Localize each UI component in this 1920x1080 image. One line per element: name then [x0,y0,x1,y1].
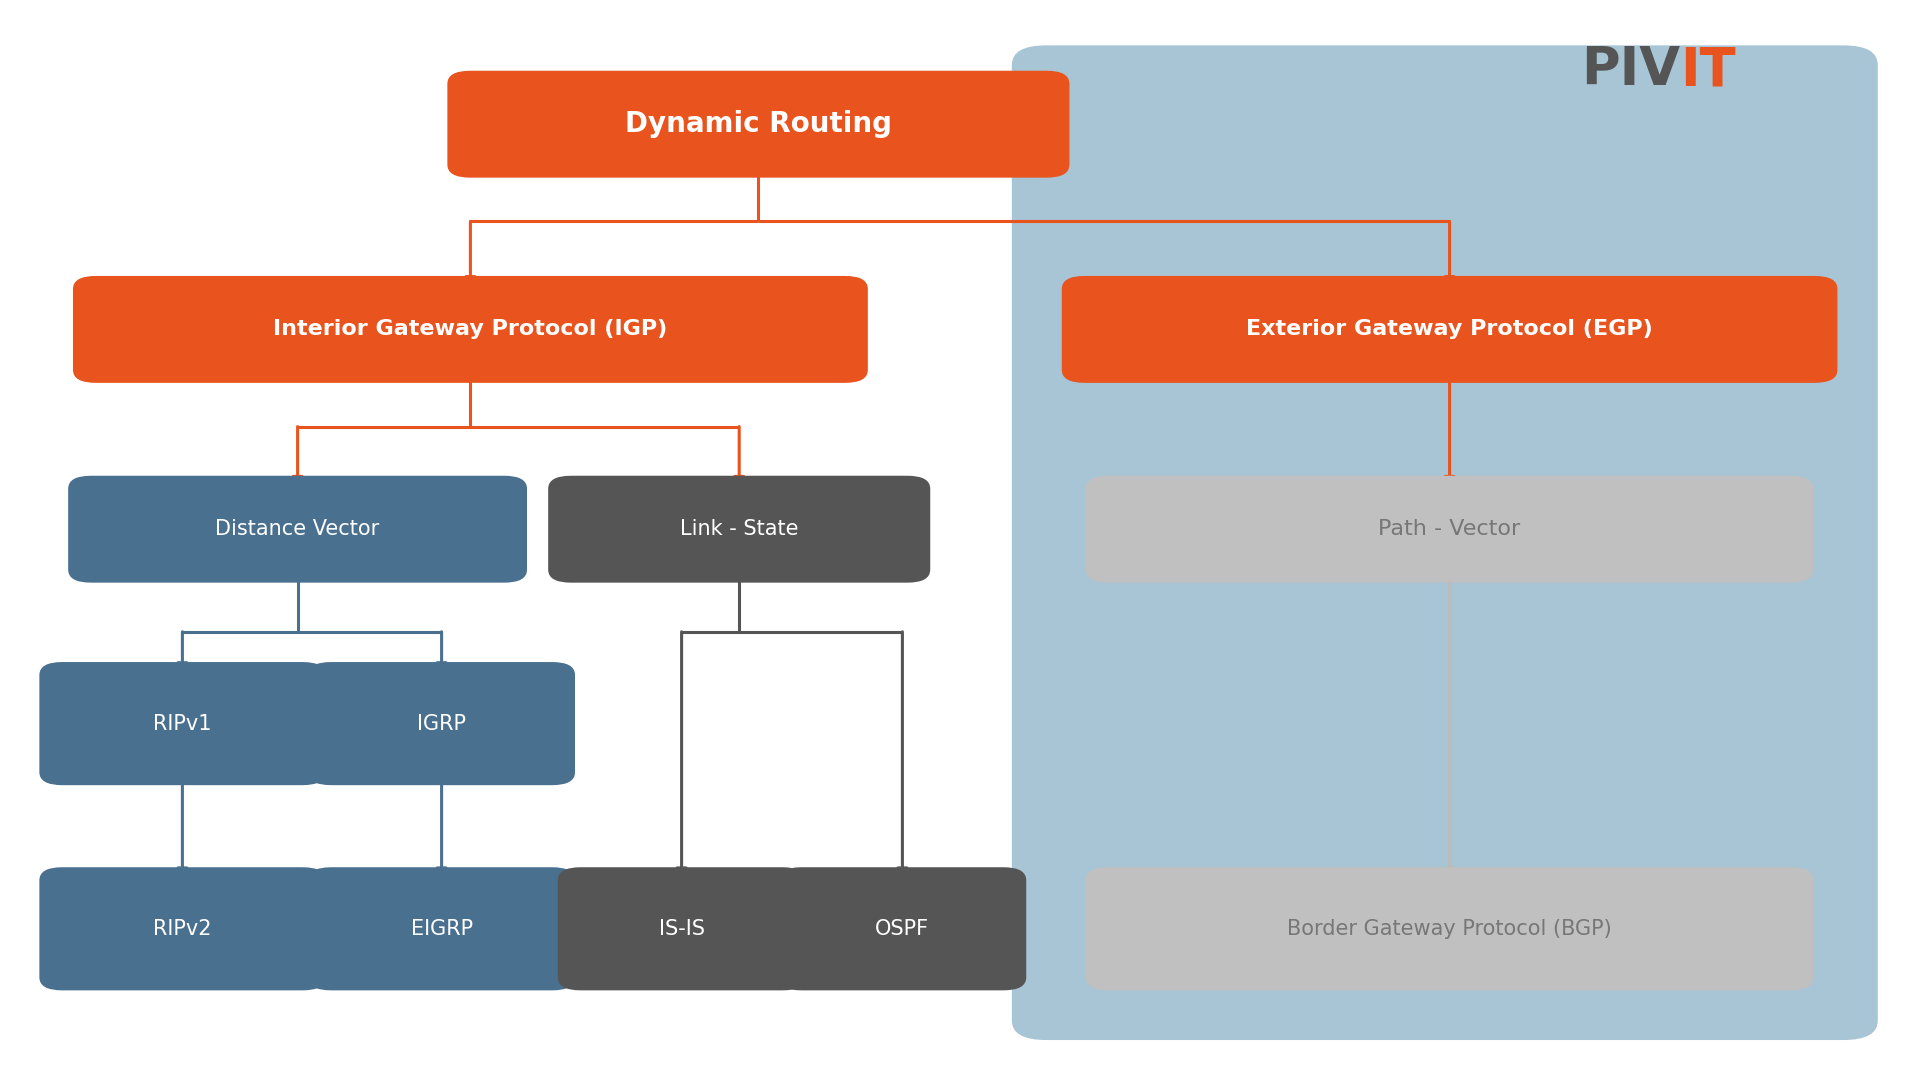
Text: RIPv2: RIPv2 [154,919,211,939]
FancyBboxPatch shape [1087,475,1812,583]
Text: IS-IS: IS-IS [659,919,705,939]
FancyBboxPatch shape [69,475,526,583]
Text: PIV: PIV [1580,44,1680,96]
FancyBboxPatch shape [557,867,806,990]
FancyBboxPatch shape [38,867,324,990]
FancyBboxPatch shape [38,662,324,785]
Text: Distance Vector: Distance Vector [215,519,380,539]
FancyBboxPatch shape [780,867,1025,990]
Text: Dynamic Routing: Dynamic Routing [624,110,893,138]
FancyBboxPatch shape [73,276,868,383]
Text: EIGRP: EIGRP [411,919,472,939]
Text: IGRP: IGRP [417,714,467,733]
FancyBboxPatch shape [447,71,1069,177]
FancyBboxPatch shape [307,867,576,990]
FancyBboxPatch shape [1012,45,1878,1040]
Text: Link - State: Link - State [680,519,799,539]
Text: Exterior Gateway Protocol (EGP): Exterior Gateway Protocol (EGP) [1246,320,1653,339]
Text: Border Gateway Protocol (BGP): Border Gateway Protocol (BGP) [1286,919,1613,939]
FancyBboxPatch shape [549,475,929,583]
FancyBboxPatch shape [307,662,576,785]
Text: RIPv1: RIPv1 [154,714,211,733]
Text: Path - Vector: Path - Vector [1379,519,1521,539]
Text: OSPF: OSPF [876,919,929,939]
Text: IT: IT [1680,44,1736,96]
FancyBboxPatch shape [1087,867,1812,990]
Text: Interior Gateway Protocol (IGP): Interior Gateway Protocol (IGP) [273,320,668,339]
FancyBboxPatch shape [1062,276,1837,383]
